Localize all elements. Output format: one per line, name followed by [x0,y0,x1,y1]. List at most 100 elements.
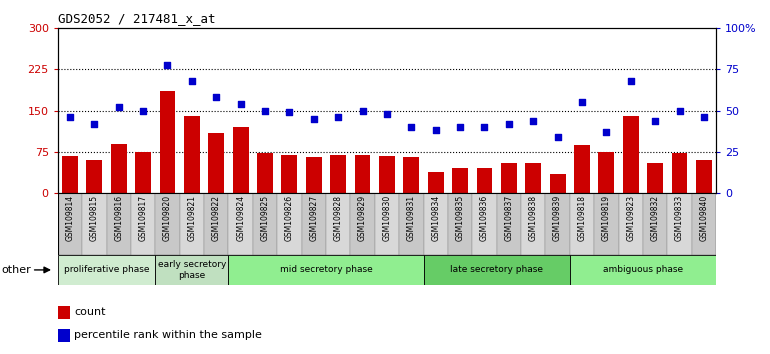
Bar [86,160,102,193]
Bar [448,193,472,255]
Bar [501,163,517,193]
Text: GSM109836: GSM109836 [480,195,489,241]
Point [601,129,613,135]
Point [186,78,198,84]
Bar [668,193,691,255]
Point [64,114,76,120]
Point [551,134,564,140]
Bar [618,193,643,255]
Text: GSM109821: GSM109821 [187,195,196,241]
Bar [58,330,69,342]
Text: GSM109831: GSM109831 [407,195,416,241]
Point [503,121,515,127]
Bar [204,193,229,255]
Point [161,62,173,67]
Text: mid secretory phase: mid secretory phase [280,266,373,274]
Point [624,78,637,84]
Bar [375,193,399,255]
Bar [159,91,176,193]
Bar [545,193,570,255]
Bar [648,163,663,193]
Bar [229,255,424,285]
Text: GSM109818: GSM109818 [578,195,587,241]
Text: GDS2052 / 217481_x_at: GDS2052 / 217481_x_at [58,12,216,25]
Text: GSM109819: GSM109819 [602,195,611,241]
Bar [570,193,594,255]
Text: early secretory
phase: early secretory phase [158,260,226,280]
Point [283,109,296,115]
Bar [550,174,565,193]
Bar [58,193,82,255]
Text: GSM109832: GSM109832 [651,195,660,241]
Bar [282,154,297,193]
Text: GSM109822: GSM109822 [212,195,221,241]
Bar [106,193,131,255]
Point [527,118,539,123]
Text: GSM109823: GSM109823 [626,195,635,241]
Bar [379,156,395,193]
Bar [82,193,106,255]
Bar [58,307,69,319]
Text: GSM109824: GSM109824 [236,195,245,241]
Bar [350,193,375,255]
Point [380,111,393,117]
Bar [229,193,253,255]
Bar [452,168,468,193]
Text: GSM109816: GSM109816 [114,195,123,241]
Text: proliferative phase: proliferative phase [64,266,149,274]
Text: GSM109820: GSM109820 [163,195,172,241]
Point [405,124,417,130]
Bar [671,153,688,193]
Bar [643,193,668,255]
Text: late secretory phase: late secretory phase [450,266,543,274]
Text: GSM109826: GSM109826 [285,195,294,241]
Bar [424,193,448,255]
Text: GSM109834: GSM109834 [431,195,440,241]
Text: GSM109827: GSM109827 [310,195,318,241]
Text: GSM109825: GSM109825 [260,195,269,241]
Point [210,95,223,100]
Bar [598,152,614,193]
Bar [111,144,126,193]
Bar [179,193,204,255]
Bar [302,193,326,255]
Bar [477,168,492,193]
Bar [184,116,199,193]
Text: GSM109830: GSM109830 [383,195,391,241]
Point [478,124,490,130]
Bar [330,154,346,193]
Point [430,127,442,133]
Point [698,114,710,120]
Bar [574,145,590,193]
Bar [594,193,618,255]
Text: percentile rank within the sample: percentile rank within the sample [74,330,262,341]
Bar [257,153,273,193]
Bar [691,193,716,255]
Text: GSM109839: GSM109839 [553,195,562,241]
Text: GSM109840: GSM109840 [699,195,708,241]
Point [88,121,100,127]
Point [357,108,369,114]
Bar [403,157,419,193]
Point [649,118,661,123]
Bar [209,133,224,193]
Bar [623,116,638,193]
Bar [696,160,711,193]
Point [307,116,320,122]
Text: ambiguous phase: ambiguous phase [603,266,683,274]
Point [673,108,685,114]
Bar [131,193,156,255]
Text: GSM109814: GSM109814 [65,195,75,241]
Text: GSM109829: GSM109829 [358,195,367,241]
Bar [424,255,570,285]
Bar [326,193,350,255]
Text: GSM109828: GSM109828 [333,195,343,241]
Text: GSM109817: GSM109817 [139,195,148,241]
Point [112,104,125,110]
Bar [428,172,444,193]
Text: GSM109815: GSM109815 [90,195,99,241]
Bar [306,157,322,193]
Point [454,124,466,130]
Bar [62,156,78,193]
Text: GSM109837: GSM109837 [504,195,514,241]
